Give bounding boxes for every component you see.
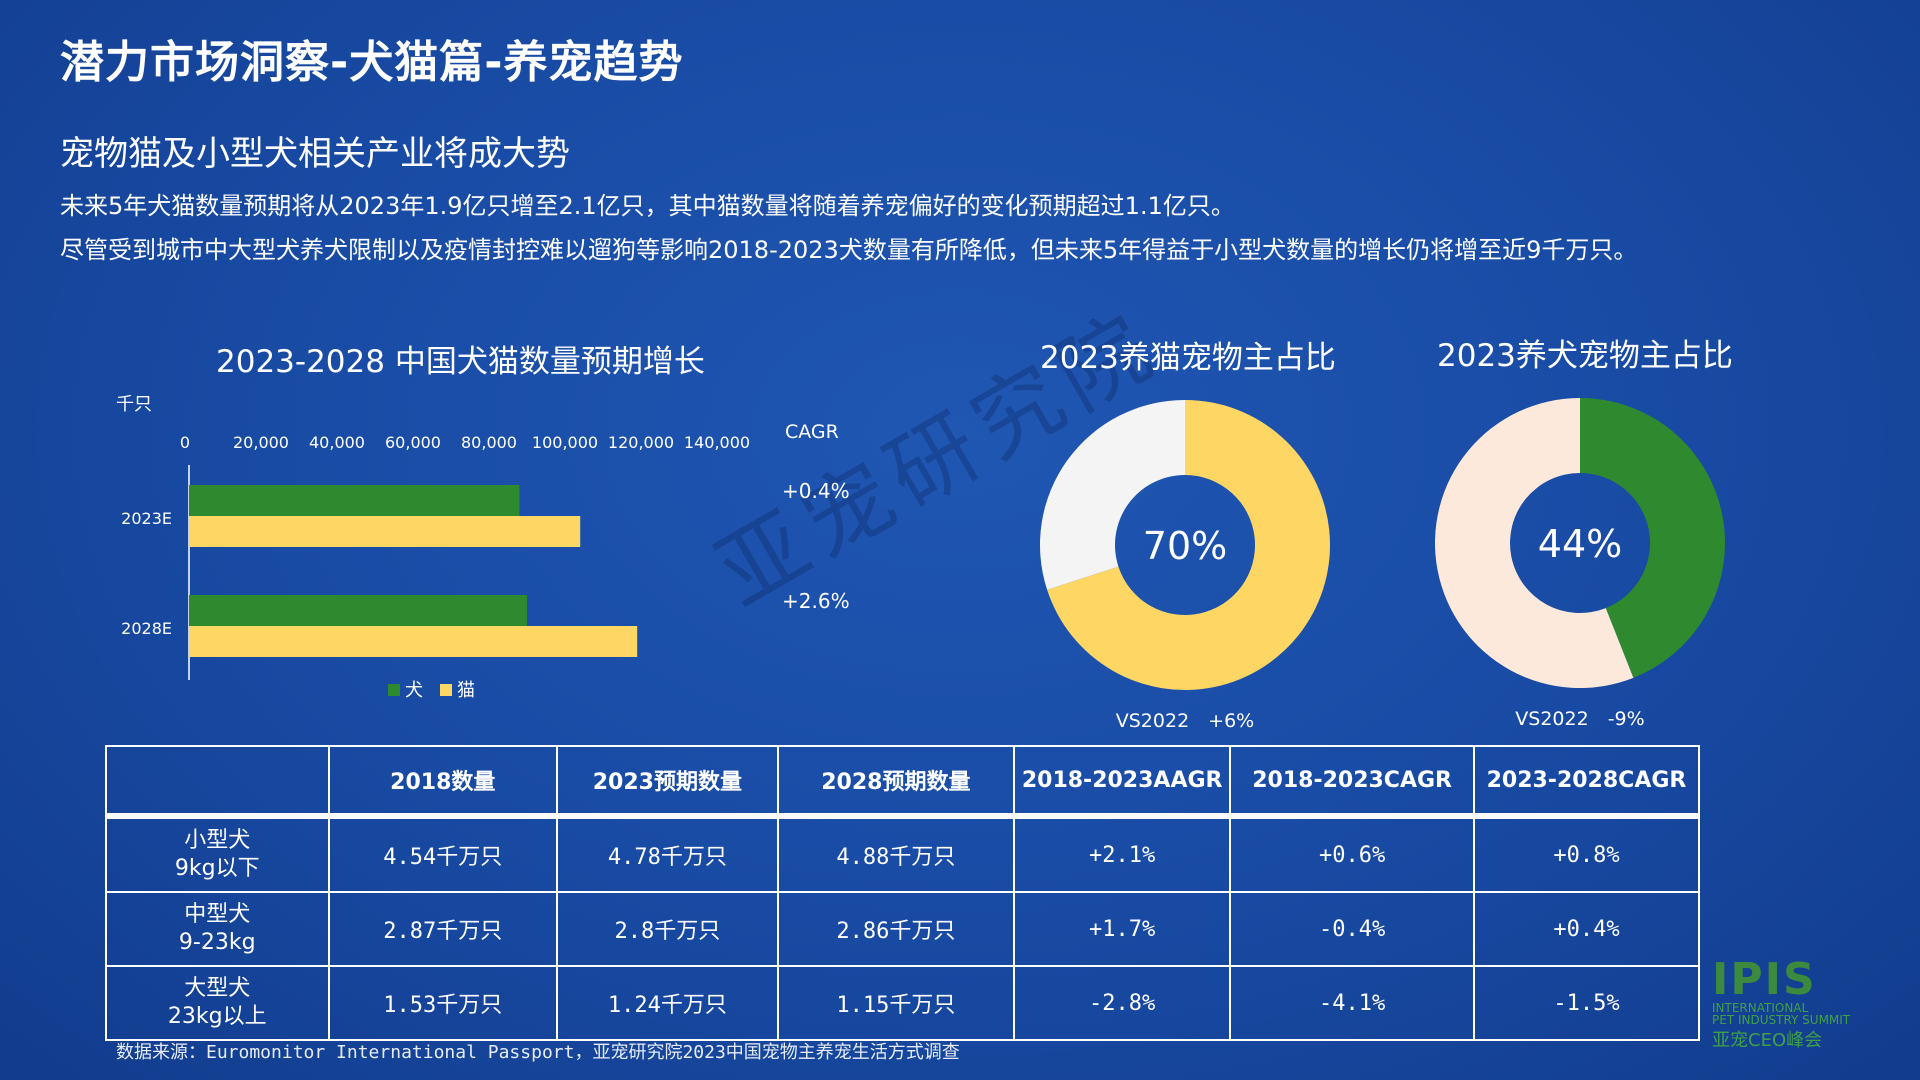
table-cell: 2.87千万只 <box>327 891 559 967</box>
bar-chart: 千只 0 20,000 40,000 60,000 80,000 100,000 120,00… <box>116 394 850 701</box>
legend-swatch <box>440 684 452 696</box>
data-source-note: 数据来源：Euromonitor International Passport，… <box>116 1042 960 1063</box>
row-name: 小型犬 <box>184 828 251 853</box>
donut-slice-other <box>1040 400 1185 590</box>
cagr-value: +0.4% <box>782 479 850 503</box>
table-cell: +0.6% <box>1229 815 1475 893</box>
row-sub: 9kg以下 <box>174 856 260 881</box>
donut-slice-main <box>1047 400 1330 690</box>
row-name: 中型犬 <box>184 902 251 927</box>
page-subtitle: 宠物猫及小型犬相关产业将成大势 <box>60 134 570 174</box>
legend-label: 犬 <box>405 680 423 701</box>
logo-cn: 亚宠CEO峰会 <box>1712 1030 1823 1051</box>
table-header-cell: 2018-2023AAGR <box>1013 745 1232 819</box>
donut-comparison: VS2022 +6% <box>1116 710 1254 732</box>
row-header: 小型犬 9kg以下 <box>105 815 330 893</box>
ipis-logo: IPIS INTERNATIONAL PET INDUSTRY SUMMIT 亚… <box>1712 958 1850 1052</box>
cagr-value: +2.6% <box>782 589 850 613</box>
table-header-cell <box>105 745 330 819</box>
logo-sub-2: PET INDUSTRY SUMMIT <box>1712 1013 1851 1027</box>
donut-center-value: 70% <box>1143 524 1227 568</box>
bar-dog-2023E <box>189 485 520 516</box>
table-cell: -0.4% <box>1229 891 1475 967</box>
table-cell: 4.78千万只 <box>556 815 779 893</box>
x-tick-label: 20,000 <box>233 433 289 452</box>
x-tick-label: 60,000 <box>385 433 441 452</box>
logo-main: IPIS <box>1712 954 1817 1005</box>
table-row: 大型犬 23kg以上 1.53千万只 1.24千万只 1.15千万只 -2.8% … <box>105 965 1701 1041</box>
x-tick-label: 40,000 <box>309 433 365 452</box>
unit-label: 千只 <box>116 394 152 415</box>
table-header-cell: 2028预期数量 <box>776 745 1016 819</box>
donut-slice-other <box>1435 398 1634 688</box>
table-row: 中型犬 9-23kg 2.87千万只 2.8千万只 2.86千万只 +1.7% -… <box>105 891 1701 967</box>
page-title: 潜力市场洞察-犬猫篇-养宠趋势 <box>60 37 684 88</box>
table-header-cell: 2023-2028CAGR <box>1472 745 1701 819</box>
cagr-header: CAGR <box>785 421 839 443</box>
table-cell: 4.54千万只 <box>327 815 559 893</box>
table-cell: -2.8% <box>1013 965 1232 1041</box>
category-label: 2023E <box>121 509 172 528</box>
paragraph-1: 未来5年犬猫数量预期将从2023年1.9亿只增至2.1亿只，其中猫数量将随着养宠… <box>60 192 1235 220</box>
paragraph-2: 尽管受到城市中大型犬养犬限制以及疫情封控难以遛狗等影响2018-2023犬数量有… <box>60 236 1638 264</box>
bar-cat-2028E <box>189 626 638 657</box>
table-header-row: 2018数量 2023预期数量 2028预期数量 2018-2023AAGR 2… <box>105 745 1701 819</box>
table-cell: -1.5% <box>1472 965 1701 1041</box>
table-cell: 1.24千万只 <box>556 965 779 1041</box>
cat-donut-chart: 70% VS2022 +6% <box>1040 400 1330 732</box>
bar-dog-2028E <box>189 595 527 626</box>
legend-label: 猫 <box>457 680 475 701</box>
table-header-cell: 2018数量 <box>327 745 559 819</box>
row-sub: 9-23kg <box>178 930 256 955</box>
row-name: 大型犬 <box>184 976 251 1001</box>
row-sub: 23kg以上 <box>167 1004 267 1029</box>
table-cell: +0.4% <box>1472 891 1701 967</box>
table-row: 小型犬 9kg以下 4.54千万只 4.78千万只 4.88千万只 +2.1% +… <box>105 815 1701 893</box>
table-cell: 2.86千万只 <box>776 891 1016 967</box>
logo-sub-1: INTERNATIONAL <box>1712 1001 1809 1015</box>
x-tick-label: 80,000 <box>461 433 517 452</box>
table-cell: 1.15千万只 <box>776 965 1016 1041</box>
table-cell: 1.53千万只 <box>327 965 559 1041</box>
table-cell: +1.7% <box>1013 891 1232 967</box>
donut-slice-main <box>1580 398 1725 678</box>
row-header: 大型犬 23kg以上 <box>105 965 330 1041</box>
legend-swatch <box>388 684 400 696</box>
x-tick-label: 120,000 <box>608 433 674 452</box>
x-tick-label: 0 <box>180 433 190 452</box>
table-header-cell: 2018-2023CAGR <box>1229 745 1475 819</box>
donut-center-value: 44% <box>1538 522 1622 566</box>
table-cell: 4.88千万只 <box>776 815 1016 893</box>
table-cell: +0.8% <box>1472 815 1701 893</box>
table-cell: -4.1% <box>1229 965 1475 1041</box>
x-tick-label: 140,000 <box>684 433 750 452</box>
bar-cat-2023E <box>189 516 581 547</box>
cat-donut-title: 2023养猫宠物主占比 <box>1040 340 1336 376</box>
category-label: 2028E <box>121 619 172 638</box>
dog-size-table: 2018数量 2023预期数量 2028预期数量 2018-2023AAGR 2… <box>105 745 1701 1041</box>
row-header: 中型犬 9-23kg <box>105 891 330 967</box>
table-cell: 2.8千万只 <box>556 891 779 967</box>
table-header-cell: 2023预期数量 <box>556 745 779 819</box>
dog-donut-title: 2023养犬宠物主占比 <box>1437 338 1733 374</box>
x-tick-label: 100,000 <box>532 433 598 452</box>
donut-comparison: VS2022 -9% <box>1515 708 1644 730</box>
dog-donut-chart: 44% VS2022 -9% <box>1435 398 1725 730</box>
table-cell: +2.1% <box>1013 815 1232 893</box>
bar-chart-title: 2023-2028 中国犬猫数量预期增长 <box>216 344 705 380</box>
